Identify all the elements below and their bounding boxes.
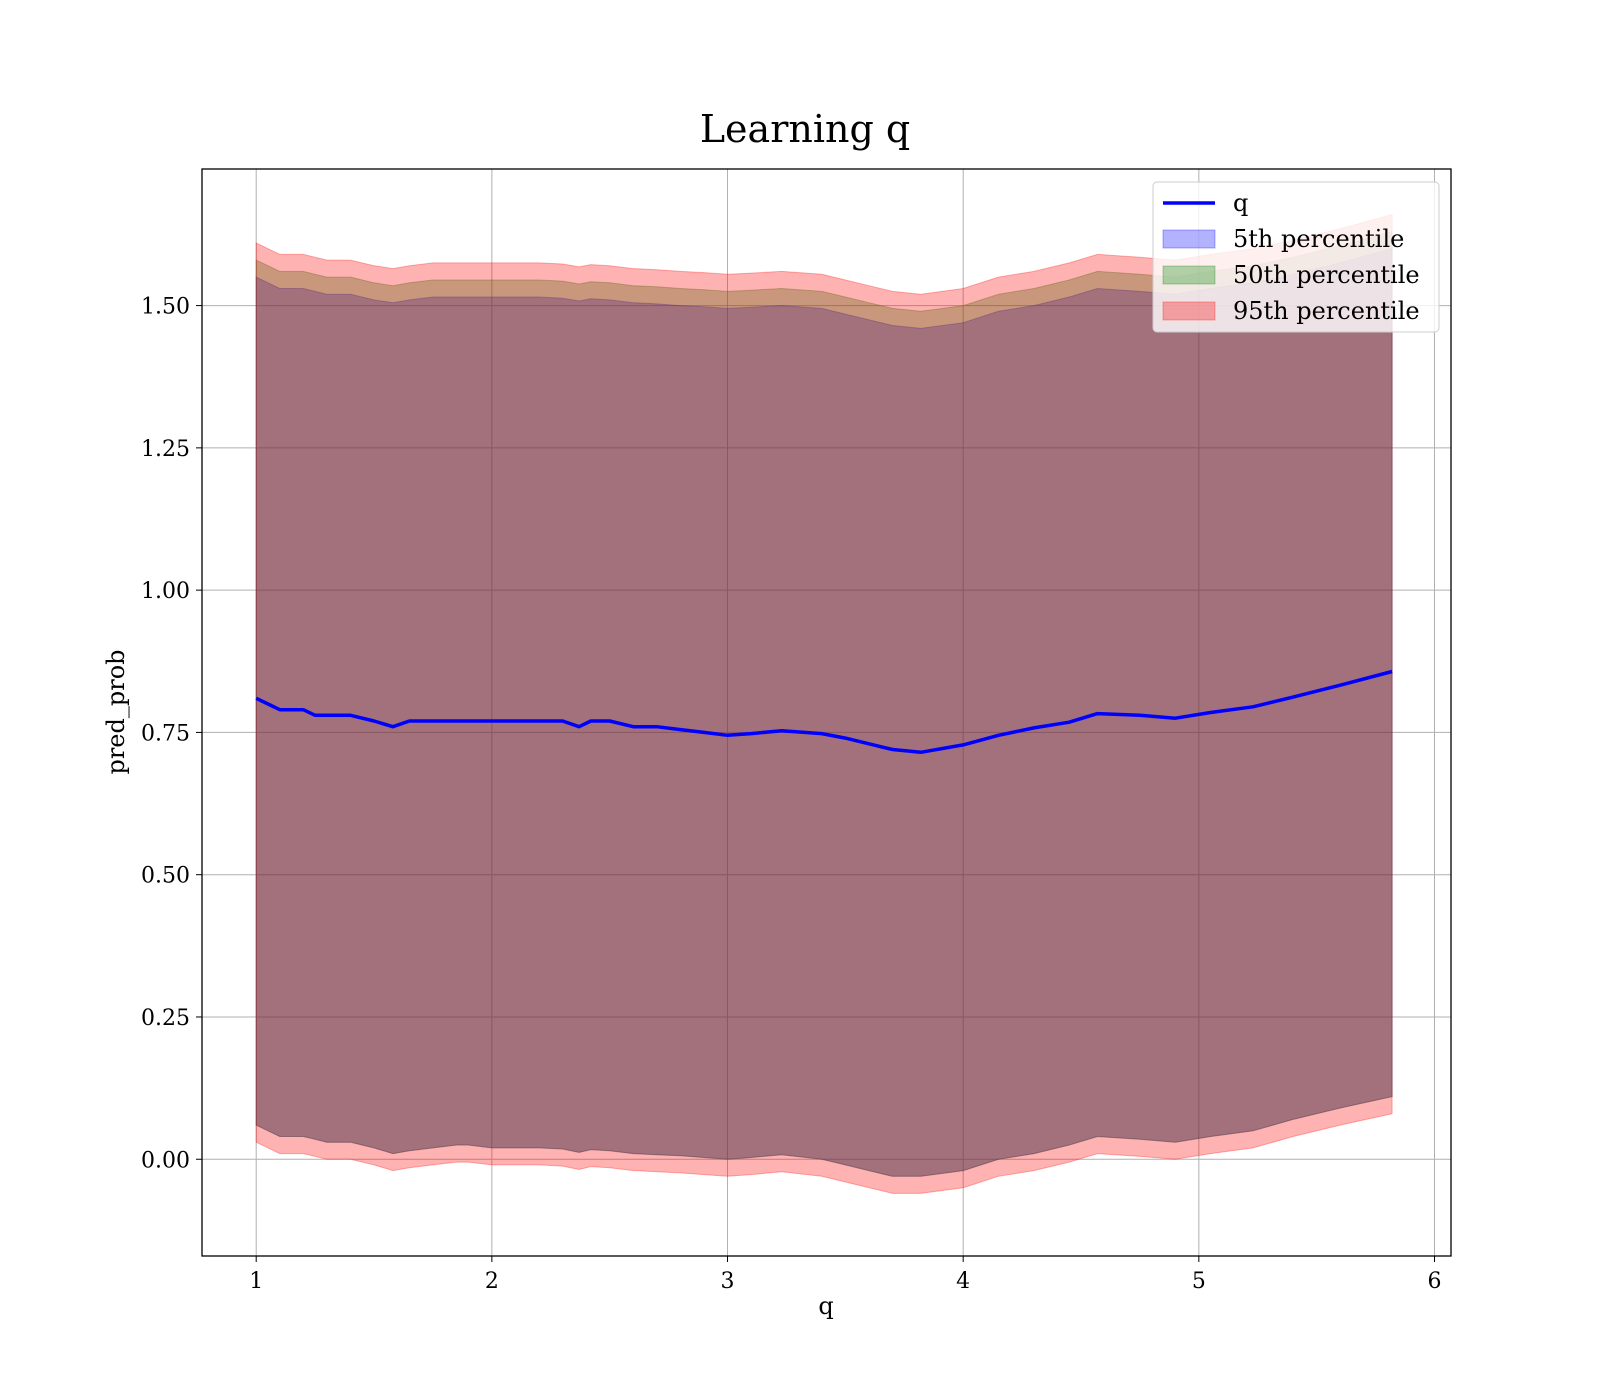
series-line-0 — [255, 669, 1393, 755]
x-tick-label: 2 — [485, 1269, 499, 1294]
band-1 — [255, 248, 1393, 1177]
y-tick-label: 0.50 — [141, 864, 190, 889]
percentile-bands — [255, 213, 1393, 1194]
y-tick-label: 0.75 — [141, 721, 190, 746]
chart-title: Learning q — [700, 107, 910, 151]
band-3 — [255, 213, 1393, 1194]
legend-label: 50th percentile — [1233, 261, 1420, 289]
legend: q 5th percentile 50th percentile 95th perce… — [1152, 181, 1440, 333]
x-tick-label: 5 — [1192, 1269, 1206, 1294]
y-axis-label: pred_prob — [102, 649, 130, 774]
y-tick-label: 0.00 — [141, 1148, 190, 1173]
x-tick-label: 1 — [249, 1269, 263, 1294]
x-axis-ticks: 1 2 3 4 5 6 — [249, 1256, 1442, 1294]
y-tick-label: 1.25 — [141, 437, 190, 462]
legend-patch-swatch — [1162, 229, 1216, 249]
y-tick-label: 1.50 — [141, 295, 190, 320]
legend-label: q — [1233, 189, 1248, 217]
x-tick-label: 6 — [1428, 1269, 1442, 1294]
x-axis-label: q — [818, 1292, 833, 1320]
series-lines — [255, 669, 1393, 755]
x-tick-label: 4 — [956, 1269, 970, 1294]
plot-frame — [201, 168, 1452, 1257]
legend-patch-swatch — [1162, 301, 1216, 321]
x-tick-label: 3 — [721, 1269, 735, 1294]
legend-box — [1152, 181, 1440, 333]
legend-patch-swatch — [1162, 265, 1216, 285]
y-tick-label: 1.00 — [141, 579, 190, 604]
y-tick-label: 0.25 — [141, 1006, 190, 1031]
y-axis-ticks: 0.00 0.25 0.50 0.75 1.00 1.25 1.50 — [141, 295, 202, 1173]
band-2 — [255, 230, 1393, 1177]
legend-label: 95th percentile — [1233, 297, 1420, 325]
legend-label: 5th percentile — [1233, 225, 1404, 253]
